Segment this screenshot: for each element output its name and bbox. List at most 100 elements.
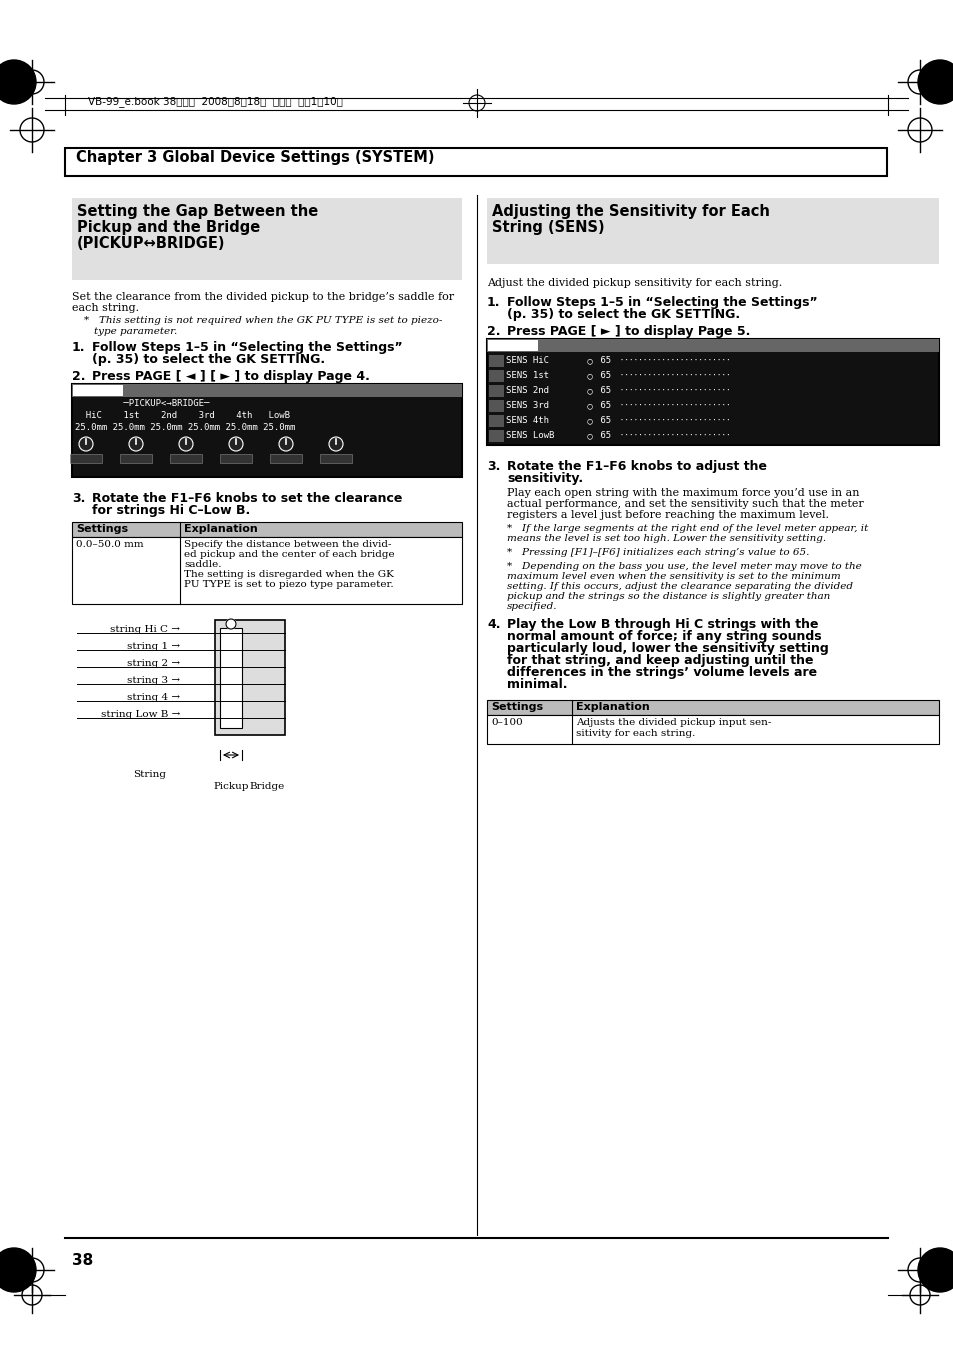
Text: SYSTEM: SYSTEM xyxy=(489,340,520,349)
Text: for that string, and keep adjusting until the: for that string, and keep adjusting unti… xyxy=(506,654,813,667)
Text: 1.: 1. xyxy=(486,296,500,309)
Text: registers a level just before reaching the maximum level.: registers a level just before reaching t… xyxy=(506,509,828,520)
Text: Bridge: Bridge xyxy=(249,782,284,790)
Text: 2.: 2. xyxy=(71,370,86,382)
Text: saddle.: saddle. xyxy=(184,561,221,569)
Text: setting. If this occurs, adjust the clearance separating the divided: setting. If this occurs, adjust the clea… xyxy=(506,582,852,590)
Circle shape xyxy=(226,619,235,630)
Text: 38: 38 xyxy=(71,1252,93,1269)
Text: String: String xyxy=(133,770,167,780)
Text: ○: ○ xyxy=(581,401,592,409)
Text: 65: 65 xyxy=(595,372,611,380)
Text: VB-99_e.book 38ページ  2008年8月18日  月曜日  午後1時10分: VB-99_e.book 38ページ 2008年8月18日 月曜日 午後1時10… xyxy=(88,96,342,108)
FancyBboxPatch shape xyxy=(489,415,503,427)
Text: F4: F4 xyxy=(490,401,499,409)
Text: ○: ○ xyxy=(581,372,592,380)
Text: Set the clearance from the divided pickup to the bridge’s saddle for: Set the clearance from the divided picku… xyxy=(71,292,454,303)
Text: ························: ························ xyxy=(615,416,730,426)
Text: 4.: 4. xyxy=(486,617,500,631)
Text: SENS LowB: SENS LowB xyxy=(505,431,554,440)
Text: Explanation: Explanation xyxy=(576,703,649,712)
Text: ························: ························ xyxy=(615,357,730,365)
Text: ························: ························ xyxy=(615,386,730,394)
Text: SENS HiC: SENS HiC xyxy=(505,357,554,365)
Text: GK SETTING / [1]GK SET A  ⁄⁄⁄ 4: GK SETTING / [1]GK SET A ⁄⁄⁄ 4 xyxy=(124,385,301,394)
Text: 65: 65 xyxy=(595,401,611,409)
Text: normal amount of force; if any string sounds: normal amount of force; if any string so… xyxy=(506,630,821,643)
Text: string 1 →: string 1 → xyxy=(127,642,180,651)
Text: Follow Steps 1–5 in “Selecting the Settings”: Follow Steps 1–5 in “Selecting the Setti… xyxy=(91,340,402,354)
FancyBboxPatch shape xyxy=(489,430,503,442)
Text: 0–100: 0–100 xyxy=(491,717,522,727)
Text: maximum level even when the sensitivity is set to the minimum: maximum level even when the sensitivity … xyxy=(506,571,840,581)
Circle shape xyxy=(917,1248,953,1292)
Text: Adjust the divided pickup sensitivity for each string.: Adjust the divided pickup sensitivity fo… xyxy=(486,278,781,288)
Text: ○: ○ xyxy=(581,357,592,365)
Text: ○: ○ xyxy=(581,386,592,394)
Text: 3.: 3. xyxy=(486,459,500,473)
Circle shape xyxy=(917,59,953,104)
Text: F5: F5 xyxy=(490,416,499,426)
FancyBboxPatch shape xyxy=(220,454,252,463)
Text: 2.: 2. xyxy=(486,326,500,338)
Text: 3.: 3. xyxy=(71,492,85,505)
Text: Chapter 3 Global Device Settings (SYSTEM): Chapter 3 Global Device Settings (SYSTEM… xyxy=(76,150,434,165)
Text: Pickup: Pickup xyxy=(213,782,249,790)
FancyBboxPatch shape xyxy=(220,628,242,728)
Text: string Low B →: string Low B → xyxy=(100,711,180,719)
Text: ························: ························ xyxy=(615,431,730,440)
Text: string Hi C →: string Hi C → xyxy=(110,626,180,634)
Text: sitivity for each string.: sitivity for each string. xyxy=(576,730,695,738)
Text: Adjusting the Sensitivity for Each: Adjusting the Sensitivity for Each xyxy=(492,204,769,219)
Circle shape xyxy=(278,436,293,451)
Text: F1: F1 xyxy=(490,357,499,365)
Text: for strings Hi C–Low B.: for strings Hi C–Low B. xyxy=(91,504,250,517)
Text: *   If the large segments at the right end of the level meter appear, it: * If the large segments at the right end… xyxy=(506,524,867,534)
Text: SENS 1st: SENS 1st xyxy=(505,372,554,380)
FancyBboxPatch shape xyxy=(486,700,938,715)
Text: particularly loud, lower the sensitivity setting: particularly loud, lower the sensitivity… xyxy=(506,642,828,655)
Text: sensitivity.: sensitivity. xyxy=(506,471,582,485)
Text: each string.: each string. xyxy=(71,303,139,313)
Text: Settings: Settings xyxy=(76,524,128,534)
Text: SENS 3rd: SENS 3rd xyxy=(505,401,554,409)
Circle shape xyxy=(0,1248,36,1292)
FancyBboxPatch shape xyxy=(70,454,102,463)
Text: string 2 →: string 2 → xyxy=(127,659,180,667)
Text: (PICKUP↔BRIDGE): (PICKUP↔BRIDGE) xyxy=(77,236,225,251)
FancyBboxPatch shape xyxy=(71,199,461,280)
FancyBboxPatch shape xyxy=(71,521,461,536)
Circle shape xyxy=(129,436,143,451)
Text: String (SENS): String (SENS) xyxy=(492,220,604,235)
Text: PU TYPE is set to piezo type parameter.: PU TYPE is set to piezo type parameter. xyxy=(184,580,394,589)
Text: Adjusts the divided pickup input sen-: Adjusts the divided pickup input sen- xyxy=(576,717,771,727)
Text: pickup and the strings so the distance is slightly greater than: pickup and the strings so the distance i… xyxy=(506,592,829,601)
FancyBboxPatch shape xyxy=(270,454,302,463)
Text: SENS 4th: SENS 4th xyxy=(505,416,554,426)
Text: SYSTEM: SYSTEM xyxy=(74,385,106,394)
Text: SET25: SET25 xyxy=(272,455,291,459)
FancyBboxPatch shape xyxy=(73,385,123,396)
FancyBboxPatch shape xyxy=(170,454,202,463)
Text: Setting the Gap Between the: Setting the Gap Between the xyxy=(77,204,318,219)
Circle shape xyxy=(79,436,92,451)
Text: ed pickup and the center of each bridge: ed pickup and the center of each bridge xyxy=(184,550,395,559)
Circle shape xyxy=(179,436,193,451)
FancyBboxPatch shape xyxy=(71,384,461,477)
FancyBboxPatch shape xyxy=(120,454,152,463)
Text: F6: F6 xyxy=(490,431,499,440)
Text: F3: F3 xyxy=(490,386,499,394)
Text: SENS 2nd: SENS 2nd xyxy=(505,386,554,394)
Text: (p. 35) to select the GK SETTING.: (p. 35) to select the GK SETTING. xyxy=(506,308,740,322)
Text: Settings: Settings xyxy=(491,703,542,712)
Circle shape xyxy=(229,436,243,451)
Text: actual performance, and set the sensitivity such that the meter: actual performance, and set the sensitiv… xyxy=(506,499,862,509)
Text: GK SETTING / [1]GK SET A  ⁄⁄⁄ 5: GK SETTING / [1]GK SET A ⁄⁄⁄ 5 xyxy=(538,340,716,349)
FancyBboxPatch shape xyxy=(489,400,503,412)
Text: type parameter.: type parameter. xyxy=(94,327,177,336)
Text: Explanation: Explanation xyxy=(184,524,257,534)
FancyBboxPatch shape xyxy=(489,355,503,367)
Text: Pickup and the Bridge: Pickup and the Bridge xyxy=(77,220,260,235)
Text: The setting is disregarded when the GK: The setting is disregarded when the GK xyxy=(184,570,394,580)
Text: ························: ························ xyxy=(615,401,730,409)
